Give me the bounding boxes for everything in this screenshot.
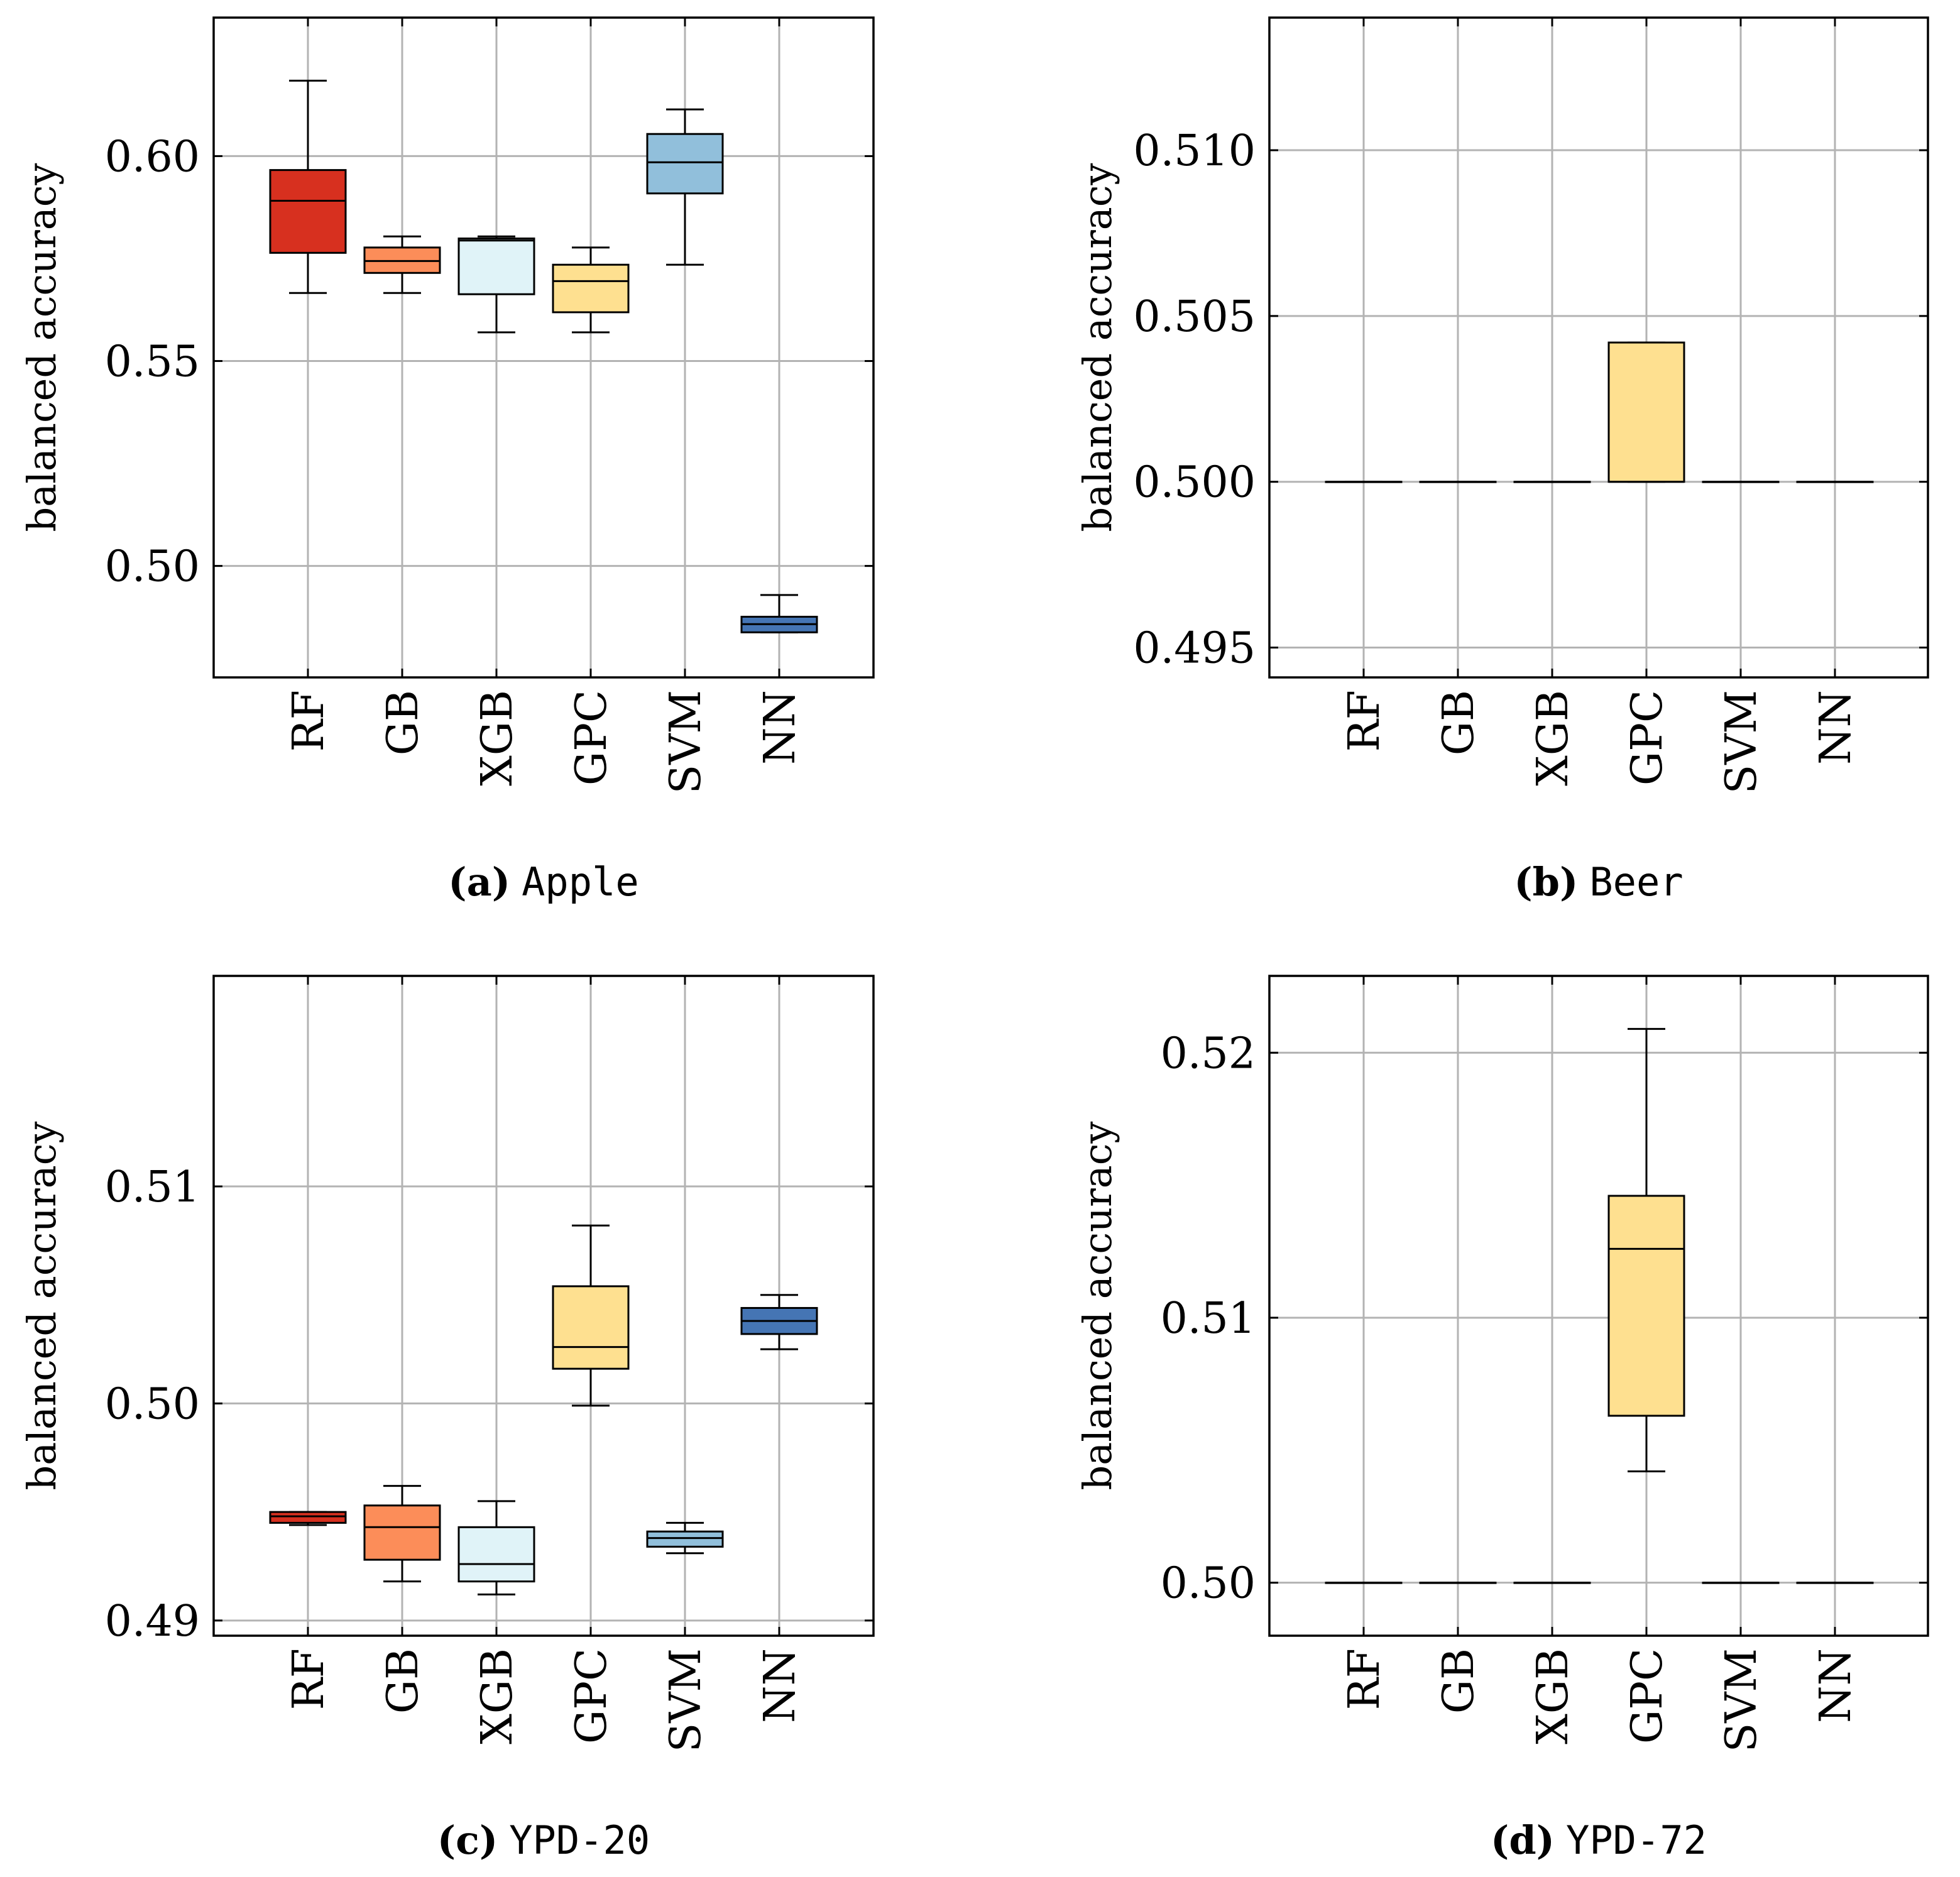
x-tick-label: NN <box>1811 690 1861 765</box>
caption-dataset-name: YPD-72 <box>1566 1817 1707 1863</box>
box-iqr <box>552 263 630 314</box>
caption-letter: (b) <box>1514 859 1578 905</box>
x-tick-label: SVM <box>661 690 711 794</box>
caption-dataset-name: Apple <box>522 859 639 905</box>
box-gb <box>363 235 441 294</box>
panel-caption: (d) YPD-72 <box>1491 1817 1707 1863</box>
box-iqr <box>1607 1195 1685 1417</box>
x-tick-label: RF <box>1340 1648 1389 1710</box>
box-gb <box>1419 481 1497 483</box>
y-tick-label: 0.51 <box>105 1163 200 1212</box>
y-tick-label: 0.51 <box>1161 1294 1256 1343</box>
x-tick-label: XGB <box>1528 1648 1578 1744</box>
box-gpc <box>552 1224 630 1407</box>
box-iqr <box>552 1285 630 1370</box>
x-tick-label: RF <box>284 1648 334 1710</box>
box-iqr <box>269 1511 347 1524</box>
x-tick-label: XGB <box>1528 690 1578 786</box>
x-tick-label: SVM <box>661 1648 711 1752</box>
box-iqr <box>269 169 347 254</box>
y-axis-label: balanced accuracy <box>1075 1122 1120 1491</box>
chart-panel-beer: 0.495 0.500 0.505 0.510 RF GB XGB GPC SVM NN balan… <box>1075 16 1929 905</box>
x-tick-label: SVM <box>1717 1648 1766 1752</box>
box-gb <box>1419 1582 1497 1584</box>
box-rf <box>269 79 347 294</box>
x-tick-label: GPC <box>567 690 616 785</box>
box-nn <box>1796 1582 1874 1584</box>
y-axis-label: balanced accuracy <box>19 1122 65 1491</box>
box-nn <box>740 1294 818 1350</box>
panel-caption: (b) Beer <box>1514 859 1683 905</box>
box-xgb <box>457 1500 535 1595</box>
y-tick-label: 0.505 <box>1133 292 1256 342</box>
y-tick-label: 0.500 <box>1133 458 1256 508</box>
x-tick-label: GPC <box>567 1648 616 1744</box>
caption-dataset-name: YPD-20 <box>509 1817 650 1863</box>
box-iqr <box>646 133 724 195</box>
y-tick-label: 0.510 <box>1133 126 1256 176</box>
box-nn <box>1796 481 1874 483</box>
y-tick-label: 0.50 <box>1161 1559 1256 1609</box>
y-tick-label: 0.50 <box>105 1379 200 1429</box>
box-svm <box>646 1521 724 1555</box>
box-rf <box>1325 481 1403 483</box>
chart-panel-ypd-20: 0.49 0.50 0.51 RF GB XGB GPC SVM NN balanced accu… <box>19 975 875 1863</box>
x-tick-label: GB <box>1434 690 1484 755</box>
caption-dataset-name: Beer <box>1589 859 1683 905</box>
box-gpc <box>1607 341 1685 483</box>
x-tick-label: GB <box>1434 1648 1484 1714</box>
x-tick-label: GB <box>378 1648 428 1714</box>
box-xgb <box>1513 481 1591 483</box>
box-svm <box>1702 1582 1780 1584</box>
box-iqr <box>1607 341 1685 483</box>
chart-panel-apple: 0.50 0.55 0.60 RF GB XGB GPC SVM NN balanced accu… <box>19 16 875 905</box>
box-iqr <box>363 1504 441 1561</box>
axis-frame <box>1268 16 1929 679</box>
x-tick-label: XGB <box>473 690 522 786</box>
axis-frame <box>1268 975 1929 1637</box>
x-tick-label: XGB <box>473 1648 522 1744</box>
y-tick-label: 0.495 <box>1133 624 1256 674</box>
panel-caption: (a) Apple <box>448 859 638 905</box>
y-axis-label: balanced accuracy <box>1075 163 1120 532</box>
x-tick-label: RF <box>1340 690 1389 752</box>
box-iqr <box>457 238 535 295</box>
box-iqr <box>457 1526 535 1583</box>
box-xgb <box>457 235 535 334</box>
y-tick-label: 0.50 <box>105 542 200 592</box>
box-rf <box>269 1511 347 1526</box>
x-tick-label: GPC <box>1623 690 1672 785</box>
x-tick-label: RF <box>284 690 334 752</box>
y-tick-label: 0.60 <box>105 132 200 182</box>
chart-panel-ypd-72: 0.50 0.51 0.52 RF GB XGB GPC SVM NN balanced accu… <box>1075 975 1929 1863</box>
x-tick-label: SVM <box>1717 690 1766 794</box>
x-tick-label: NN <box>755 1648 805 1723</box>
y-tick-label: 0.52 <box>1161 1029 1256 1078</box>
box-svm <box>646 108 724 266</box>
caption-letter: (a) <box>448 859 510 905</box>
caption-letter: (c) <box>437 1817 498 1863</box>
panel-caption: (c) YPD-20 <box>437 1817 650 1863</box>
box-nn <box>740 594 818 633</box>
axis-frame <box>212 16 875 679</box>
y-tick-label: 0.55 <box>105 337 200 387</box>
box-gpc <box>552 246 630 334</box>
x-tick-label: GPC <box>1623 1648 1672 1744</box>
x-tick-label: NN <box>755 690 805 765</box>
box-rf <box>1325 1582 1403 1584</box>
y-axis-label: balanced accuracy <box>19 163 65 532</box>
caption-letter: (d) <box>1491 1817 1555 1863</box>
axis-frame <box>212 975 875 1637</box>
x-tick-label: GB <box>378 690 428 755</box>
box-gb <box>363 1485 441 1583</box>
box-xgb <box>1513 1582 1591 1584</box>
x-tick-label: NN <box>1811 1648 1861 1723</box>
box-iqr <box>646 1530 724 1548</box>
y-tick-label: 0.49 <box>105 1597 200 1646</box>
box-svm <box>1702 481 1780 483</box>
box-gpc <box>1607 1027 1685 1473</box>
